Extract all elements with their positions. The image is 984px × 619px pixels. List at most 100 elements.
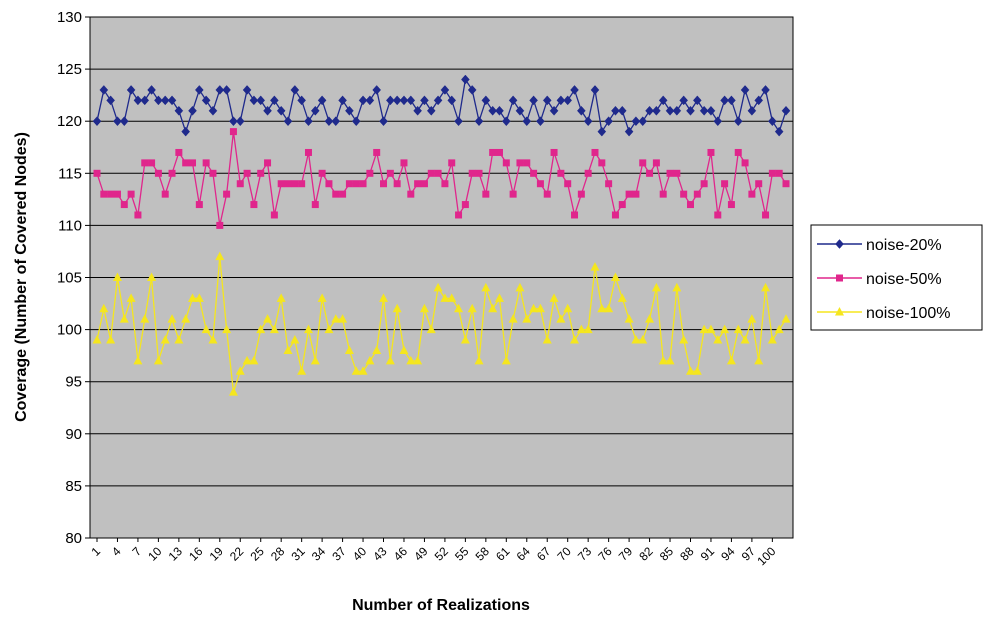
data-point-noise-50 [127, 190, 135, 198]
data-point-noise-50 [755, 180, 763, 188]
data-point-noise-100 [201, 324, 211, 334]
data-point-noise-100 [740, 335, 750, 344]
data-point-noise-20 [692, 95, 702, 106]
data-point-noise-100 [658, 355, 668, 365]
data-point-noise-20 [140, 95, 150, 106]
data-point-noise-50 [775, 169, 783, 177]
data-point-noise-100 [610, 272, 620, 281]
data-point-noise-50 [202, 159, 210, 167]
data-point-noise-50 [352, 180, 360, 188]
data-point-noise-50 [209, 169, 217, 177]
data-point-noise-20 [638, 116, 648, 127]
data-point-noise-100 [570, 335, 580, 344]
data-point-noise-50 [632, 190, 640, 198]
data-point-noise-20 [597, 126, 607, 137]
data-point-noise-100 [222, 324, 232, 334]
data-point-noise-50 [639, 159, 647, 167]
data-point-noise-50 [216, 221, 224, 229]
x-tick-label: 61 [493, 544, 513, 564]
x-tick-label: 94 [718, 544, 738, 564]
data-point-noise-20 [549, 105, 559, 116]
data-point-noise-100 [529, 303, 539, 313]
y-tick-label: 95 [65, 374, 82, 391]
y-tick-label: 110 [58, 217, 82, 234]
data-point-noise-20 [283, 116, 293, 127]
data-point-noise-50 [107, 190, 115, 198]
data-point-noise-20 [720, 95, 729, 106]
legend-item-noise-50: noise-50% [817, 271, 942, 288]
data-point-noise-50 [93, 169, 101, 177]
data-point-noise-50 [666, 169, 674, 177]
data-point-noise-20 [181, 126, 191, 137]
data-point-noise-20 [386, 95, 395, 106]
data-point-noise-20 [447, 95, 457, 106]
data-point-noise-20 [672, 105, 682, 116]
data-point-noise-50 [345, 180, 353, 188]
data-point-noise-100 [119, 314, 129, 323]
data-point-noise-20 [126, 85, 136, 95]
x-tick-label: 10 [145, 544, 165, 564]
data-point-noise-100 [433, 282, 443, 292]
data-point-noise-100 [754, 355, 764, 365]
data-point-noise-50 [427, 169, 435, 177]
data-point-noise-100 [535, 303, 545, 313]
data-point-noise-50 [482, 190, 490, 198]
data-point-noise-20 [242, 85, 252, 95]
data-point-noise-50 [229, 128, 237, 136]
data-point-noise-20 [488, 105, 497, 116]
data-point-noise-50 [605, 180, 613, 188]
data-point-noise-20 [290, 85, 300, 95]
y-tick-label: 105 [57, 270, 82, 287]
x-tick-label: 16 [186, 544, 206, 564]
data-point-noise-100 [604, 303, 614, 313]
data-point-noise-50 [154, 169, 162, 177]
data-point-noise-100 [160, 335, 170, 344]
data-point-noise-100 [344, 345, 354, 354]
data-point-noise-20 [338, 95, 347, 106]
data-point-noise-50 [618, 201, 626, 209]
data-point-noise-50 [373, 148, 381, 156]
data-point-noise-50 [270, 211, 278, 219]
data-point-noise-100 [515, 282, 525, 292]
data-point-noise-100 [140, 314, 150, 323]
data-point-noise-50 [298, 180, 306, 188]
data-point-noise-20 [113, 116, 122, 127]
data-point-noise-50 [523, 159, 531, 167]
data-point-noise-50 [257, 169, 265, 177]
x-tick-label: 40 [350, 544, 370, 564]
data-point-noise-20 [474, 116, 484, 127]
data-point-noise-100 [235, 366, 245, 375]
data-point-noise-20 [611, 105, 620, 116]
y-tick-label: 100 [57, 322, 82, 339]
data-point-noise-100 [576, 324, 586, 334]
data-point-noise-50 [189, 159, 197, 167]
data-point-noise-20 [276, 105, 286, 116]
x-tick-label: 73 [575, 544, 595, 564]
data-point-noise-20 [201, 95, 211, 106]
data-point-noise-100 [549, 293, 559, 302]
data-point-noise-20 [556, 95, 566, 106]
data-point-noise-50 [148, 159, 156, 167]
x-tick-label: 70 [554, 544, 574, 564]
data-point-noise-50 [448, 159, 456, 167]
data-point-noise-20 [392, 95, 402, 106]
data-point-noise-20 [515, 105, 525, 116]
data-point-noise-20 [754, 95, 764, 106]
data-point-noise-100 [99, 303, 109, 313]
legend: noise-20% noise-50% noise-100% [810, 224, 983, 331]
data-point-noise-50 [571, 211, 579, 219]
data-point-noise-50 [161, 190, 169, 198]
data-point-noise-100 [685, 366, 695, 375]
data-point-noise-20 [249, 95, 259, 106]
data-point-noise-100 [774, 324, 784, 334]
data-point-noise-20 [194, 85, 204, 95]
data-point-noise-20 [658, 95, 668, 106]
data-point-noise-20 [665, 105, 675, 116]
data-point-noise-100 [106, 335, 116, 344]
data-point-noise-100 [256, 324, 266, 334]
data-point-noise-20 [351, 116, 361, 127]
data-point-noise-100 [249, 355, 259, 365]
data-point-noise-100 [447, 293, 457, 302]
data-point-noise-20 [508, 95, 518, 106]
